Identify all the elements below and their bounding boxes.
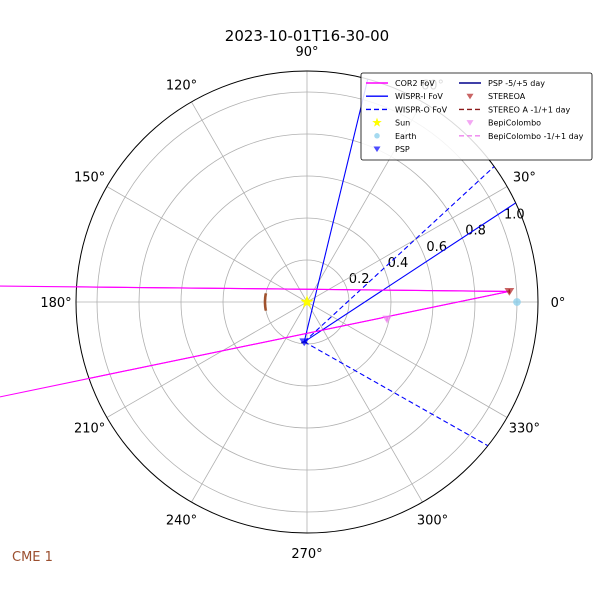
theta-tick-label: 120° xyxy=(166,79,197,94)
theta-grid-line xyxy=(106,186,308,303)
legend-label: Earth xyxy=(395,132,416,141)
legend-label: STEREOA xyxy=(488,92,526,101)
legend-marker xyxy=(372,117,382,127)
marker-bepicolombo xyxy=(382,315,393,324)
theta-tick-label: 90° xyxy=(295,45,318,60)
theta-tick-label: 300° xyxy=(417,513,448,528)
marker-sun xyxy=(300,295,314,308)
fov-line xyxy=(303,341,489,447)
legend-label: WISPR-O FoV xyxy=(395,105,448,114)
theta-tick-label: 330° xyxy=(509,422,540,437)
cme-arc xyxy=(263,293,268,311)
legend-marker xyxy=(466,93,474,100)
legend-label: COR2 FoV xyxy=(395,79,435,88)
cme-annotation: CME 1 xyxy=(12,550,53,565)
r-tick-label: 0.6 xyxy=(426,240,447,255)
legend-marker xyxy=(466,120,474,126)
theta-tick-label: 240° xyxy=(166,513,197,528)
r-tick-label: 1.0 xyxy=(504,208,525,223)
r-tick-label: 0.4 xyxy=(388,256,409,271)
legend-label: BepiColombo xyxy=(488,119,541,128)
theta-grid-line xyxy=(306,301,508,418)
legend-label: Sun xyxy=(395,119,410,128)
legend-label: PSP -5/+5 day xyxy=(488,79,545,88)
legend-label: PSP xyxy=(395,145,410,154)
legend: COR2 FoV WISPR-I FoV WISPR-O FoV Sun Earth PS… xyxy=(360,72,593,161)
chart-title: 2023-10-01T16-30-00 xyxy=(225,27,389,45)
theta-tick-label: 180° xyxy=(40,296,71,311)
theta-grid-line xyxy=(191,301,308,503)
theta-grid-line xyxy=(106,301,308,418)
theta-tick-label: 210° xyxy=(74,422,105,437)
legend-marker xyxy=(374,133,380,139)
marker-stereoa xyxy=(504,287,515,296)
marker-psp xyxy=(299,338,310,347)
legend-label: STEREO A -1/+1 day xyxy=(488,105,570,114)
legend-label: BepiColombo -1/+1 day xyxy=(488,132,584,141)
theta-tick-label: 30° xyxy=(513,171,536,186)
theta-grid-line xyxy=(306,186,508,303)
fov-line xyxy=(303,166,495,343)
polar-grid: 0.20.40.60.81.00°30°60°90°120°150°180°21… xyxy=(40,45,565,562)
theta-tick-label: 150° xyxy=(74,171,105,186)
theta-grid-line xyxy=(306,301,423,503)
theta-tick-label: 270° xyxy=(291,547,322,562)
marker-earth xyxy=(513,298,521,306)
fov-line-extended xyxy=(0,290,510,398)
fov-line-extended xyxy=(0,285,510,292)
plot-data xyxy=(0,79,521,447)
fov-line xyxy=(303,202,516,343)
legend-box xyxy=(360,72,593,161)
r-tick-label: 0.2 xyxy=(349,272,370,287)
polar-frame xyxy=(75,70,539,534)
theta-grid-line xyxy=(191,101,308,303)
r-tick-label: 0.8 xyxy=(465,224,486,239)
legend-label: WISPR-I FoV xyxy=(395,92,443,101)
legend-marker xyxy=(373,146,381,153)
theta-tick-label: 0° xyxy=(551,296,566,311)
fov-line xyxy=(303,79,369,342)
